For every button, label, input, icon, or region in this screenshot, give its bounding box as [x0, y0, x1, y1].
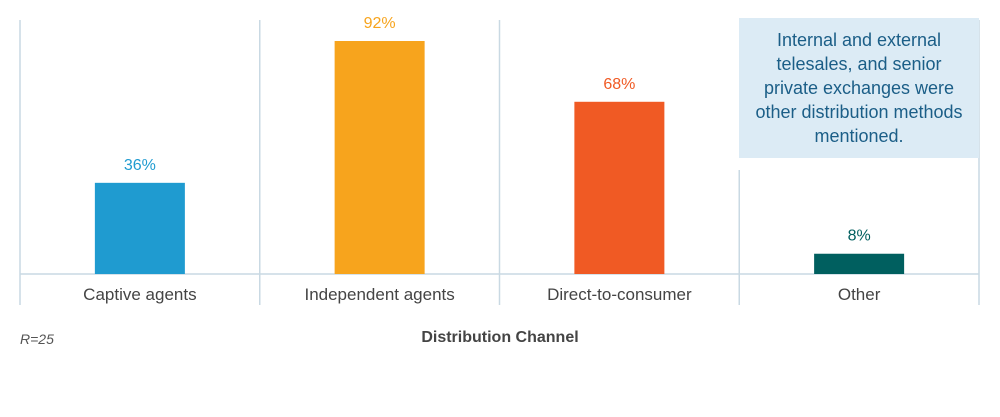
data-label: 68% [603, 76, 635, 93]
data-label: 36% [124, 157, 156, 174]
bar-direct-to-consumer [574, 101, 665, 274]
category-label: Direct-to-consumer [547, 285, 692, 304]
category-label: Other [838, 285, 881, 304]
category-label: Independent agents [304, 285, 454, 304]
annotation-text: Internal and external telesales, and sen… [755, 30, 963, 146]
bar-captive-agents [94, 182, 185, 274]
bar-other [814, 253, 905, 274]
footnote-respondents: R=25 [20, 331, 54, 347]
data-label: 8% [848, 228, 871, 245]
annotation-box: Internal and external telesales, and sen… [739, 18, 979, 158]
category-label: Captive agents [83, 285, 196, 304]
x-axis-title: Distribution Channel [421, 329, 579, 346]
bar-independent-agents [334, 41, 425, 274]
data-label: 92% [364, 15, 396, 32]
